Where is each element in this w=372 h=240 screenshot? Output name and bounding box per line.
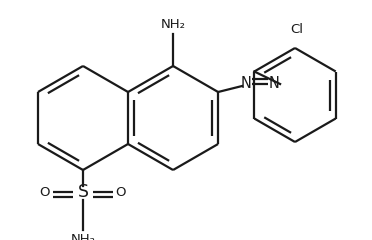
Text: NH₂: NH₂ [71,233,96,240]
Text: S: S [77,183,89,201]
Text: N: N [241,77,251,91]
Text: N: N [269,77,279,91]
Text: Cl: Cl [291,23,304,36]
Text: NH₂: NH₂ [161,18,186,31]
Text: O: O [40,186,50,198]
Text: O: O [116,186,126,198]
